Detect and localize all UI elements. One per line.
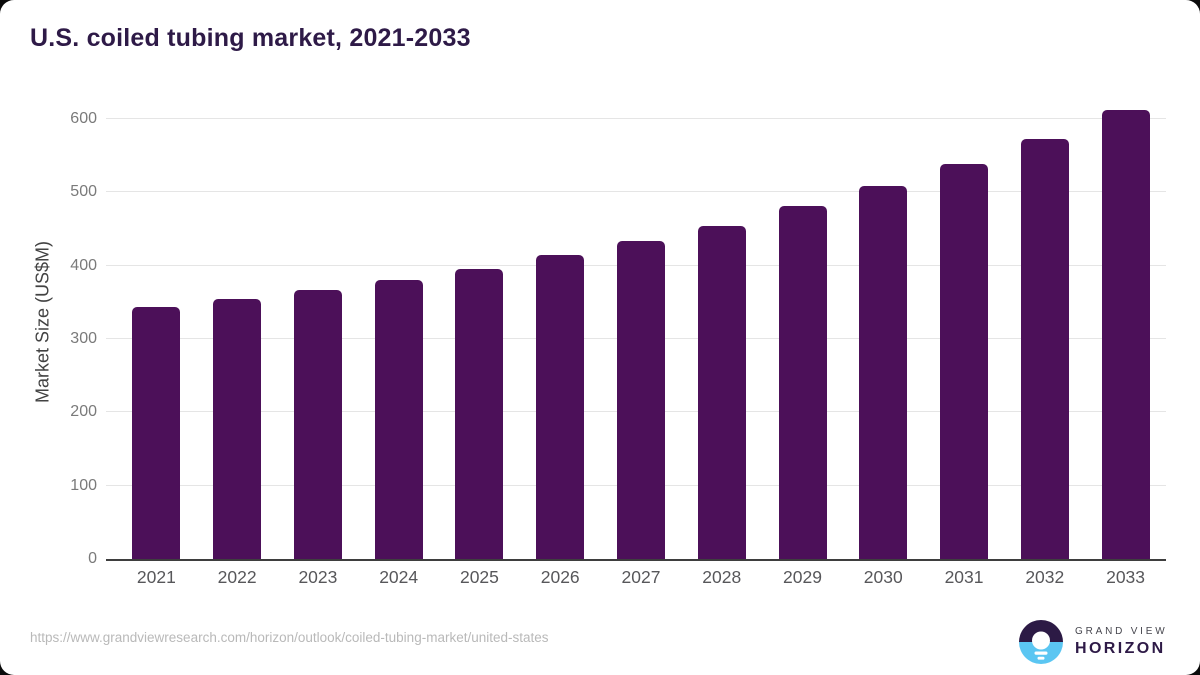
y-axis-tick-labels: 0 100 200 300 400 500 600 xyxy=(0,86,97,567)
bar-2025[interactable] xyxy=(455,268,504,559)
grand-view-horizon-logo: GRAND VIEW HORIZON xyxy=(1019,620,1167,664)
y-tick-label-400: 400 xyxy=(70,256,97,274)
bar-2032[interactable] xyxy=(1020,138,1069,559)
bar-2021[interactable] xyxy=(132,307,181,559)
bar-2031[interactable] xyxy=(940,164,989,559)
x-tick-label-2026: 2026 xyxy=(540,567,580,587)
x-tick-label-2022: 2022 xyxy=(217,567,257,587)
x-axis-tick-labels: 2021 2022 2023 2024 2025 2026 2027 2028 2029 2030… xyxy=(116,567,1166,588)
x-tick-label-2024: 2024 xyxy=(379,567,419,587)
y-tick-label-100: 100 xyxy=(70,476,97,494)
bar-2023[interactable] xyxy=(293,289,342,559)
y-tick-label-500: 500 xyxy=(70,183,97,201)
plot-area xyxy=(106,86,1166,561)
bar-2033[interactable] xyxy=(1101,110,1150,559)
x-tick-label-2033: 2033 xyxy=(1106,567,1146,587)
logo-brand-top: GRAND VIEW xyxy=(1075,626,1168,637)
y-tick-label-600: 600 xyxy=(70,110,97,127)
horizon-sun-icon xyxy=(1019,620,1063,664)
bar-2029[interactable] xyxy=(778,206,827,559)
bar-2027[interactable] xyxy=(616,241,665,559)
x-tick-label-2031: 2031 xyxy=(944,567,984,587)
bars-row xyxy=(116,86,1166,559)
bar-2022[interactable] xyxy=(213,298,262,559)
bar-2026[interactable] xyxy=(536,254,585,559)
bar-2030[interactable] xyxy=(859,186,908,559)
x-tick-label-2032: 2032 xyxy=(1025,567,1065,587)
y-tick-label-300: 300 xyxy=(70,330,97,347)
x-tick-label-2029: 2029 xyxy=(783,567,822,587)
x-tick-label-2028: 2028 xyxy=(702,567,742,587)
y-tick-label-200: 200 xyxy=(70,403,97,421)
logo-brand-bottom: HORIZON xyxy=(1075,640,1166,657)
bar-2028[interactable] xyxy=(697,226,746,559)
gridline-500 xyxy=(106,191,1166,193)
x-tick-label-2025: 2025 xyxy=(459,567,499,587)
x-tick-label-2021: 2021 xyxy=(136,567,176,587)
y-tick-label-0: 0 xyxy=(88,550,97,567)
source-url: https://www.grandviewresearch.com/horizo… xyxy=(30,630,549,645)
logo-wordmark: GRAND VIEW HORIZON xyxy=(1075,626,1167,658)
chart-title: U.S. coiled tubing market, 2021-2033 xyxy=(30,24,471,52)
bar-2024[interactable] xyxy=(374,280,423,559)
gridline-600 xyxy=(106,118,1166,119)
x-tick-label-2023: 2023 xyxy=(298,567,338,587)
x-tick-label-2027: 2027 xyxy=(621,567,661,587)
x-tick-label-2030: 2030 xyxy=(863,567,903,587)
